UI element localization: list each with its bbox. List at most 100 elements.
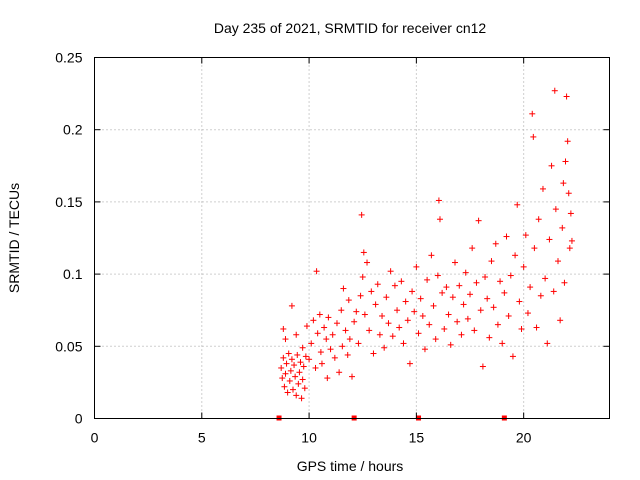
data-point [404, 317, 411, 324]
plot-frame [94, 57, 610, 419]
data-point [355, 340, 362, 347]
data-point [443, 284, 450, 291]
data-point [482, 273, 489, 280]
data-point [537, 292, 544, 299]
chart-title: Day 235 of 2021, SRMTID for receiver cn1… [214, 20, 487, 36]
data-point [364, 259, 371, 266]
data-point [282, 336, 289, 343]
data-point [428, 252, 435, 259]
data-point [299, 376, 306, 383]
data-point [283, 360, 290, 367]
data-point [366, 327, 373, 334]
data-point [331, 354, 338, 361]
data-point [467, 291, 474, 298]
data-point [514, 201, 521, 208]
data-point [344, 351, 351, 358]
data-point [454, 318, 461, 325]
data-point [555, 258, 561, 265]
x-tick-label: 15 [409, 430, 425, 446]
data-point [505, 312, 512, 319]
data-point [435, 197, 442, 204]
data-point [338, 307, 345, 314]
data-point [488, 258, 495, 265]
data-point [539, 185, 546, 192]
data-point [544, 340, 551, 347]
data-point [293, 392, 300, 399]
data-point [321, 324, 328, 331]
data-point [562, 158, 569, 165]
data-point [512, 252, 519, 259]
data-point [426, 321, 433, 328]
data-point [462, 269, 469, 276]
data-point [359, 273, 366, 280]
data-point [419, 312, 426, 319]
data-point [542, 275, 549, 282]
data-point [546, 236, 553, 243]
y-tick-label: 0 [75, 411, 83, 427]
data-point [520, 263, 527, 270]
data-point [280, 354, 287, 361]
data-point [310, 317, 317, 324]
y-tick-label: 0.15 [55, 194, 82, 210]
data-point [279, 375, 286, 382]
y-tick-label: 0.05 [55, 338, 82, 354]
data-point [313, 268, 320, 275]
data-point [287, 367, 294, 374]
data-point [400, 340, 407, 347]
data-point [499, 340, 506, 347]
data-point [297, 359, 304, 366]
data-point [376, 331, 383, 338]
data-point [284, 389, 291, 396]
data-point [566, 245, 573, 252]
data-point [318, 360, 325, 367]
data-point [456, 282, 463, 289]
data-point [298, 395, 305, 402]
data-point [381, 344, 388, 351]
data-point [529, 110, 536, 117]
data-point [568, 237, 575, 244]
y-axis-ticks: 0 0.05 0.1 0.15 0.2 0.25 [55, 50, 610, 427]
data-point [464, 315, 471, 322]
data-point [535, 216, 542, 223]
data-points [278, 87, 575, 402]
data-point [436, 216, 443, 223]
data-point [389, 333, 396, 340]
data-point [396, 324, 403, 331]
data-point [336, 369, 343, 376]
data-point [421, 346, 428, 353]
data-point [303, 323, 310, 330]
data-point [567, 210, 574, 217]
data-point [299, 344, 306, 351]
data-point [406, 360, 413, 367]
data-point [417, 295, 424, 302]
x-axis-ticks: 0 5 10 15 20 [91, 57, 532, 446]
data-point [507, 272, 514, 279]
data-point [340, 285, 347, 292]
data-point [458, 331, 465, 338]
data-point [293, 331, 300, 338]
data-point [281, 383, 288, 390]
data-point [312, 364, 319, 371]
data-point [325, 314, 332, 321]
data-point [360, 249, 367, 256]
data-point [346, 336, 353, 343]
data-point [413, 263, 420, 270]
data-point [445, 311, 452, 318]
y-tick-label: 0.1 [63, 266, 83, 282]
data-point [475, 217, 482, 224]
data-point [509, 353, 516, 360]
x-tick-label: 0 [91, 430, 99, 446]
data-point [492, 240, 499, 247]
data-point [550, 288, 557, 295]
data-point [351, 318, 358, 325]
data-point [300, 363, 307, 370]
data-point [424, 276, 431, 283]
data-point [533, 324, 540, 331]
data-point [430, 302, 437, 309]
data-point [432, 336, 439, 343]
data-point [516, 298, 523, 305]
data-point [439, 289, 446, 296]
data-point [278, 364, 285, 371]
data-point [302, 353, 309, 360]
